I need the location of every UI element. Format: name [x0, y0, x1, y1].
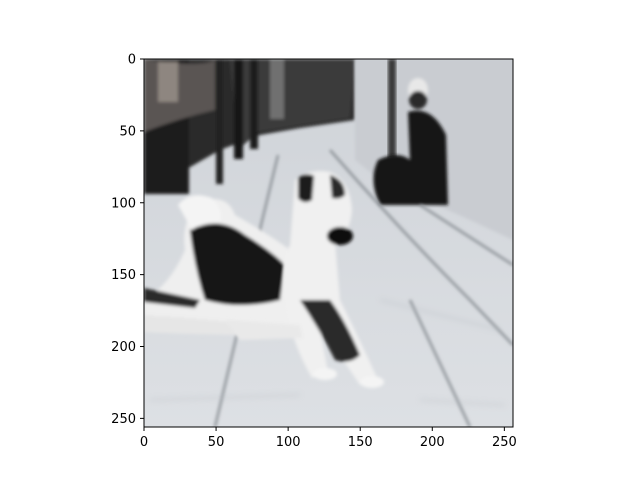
x-tick-label: 0	[140, 435, 148, 450]
x-tick-label: 50	[208, 435, 225, 450]
x-tick-label: 150	[348, 435, 373, 450]
x-tick-label: 100	[276, 435, 301, 450]
y-tick-label: 200	[111, 340, 136, 355]
y-tick-label: 0	[128, 53, 136, 68]
y-tick-label: 250	[111, 412, 136, 427]
y-tick-label: 100	[111, 196, 136, 211]
axes-frame	[143, 58, 514, 428]
x-axis: 0 50 100 150 200 250	[140, 427, 517, 450]
x-tick-label: 250	[492, 435, 517, 450]
y-tick-label: 150	[111, 268, 136, 283]
y-tick-label: 50	[119, 124, 136, 139]
chart-image	[144, 59, 513, 427]
y-axis: 0 50 100 150 200 250	[111, 53, 144, 427]
x-tick-label: 200	[420, 435, 445, 450]
